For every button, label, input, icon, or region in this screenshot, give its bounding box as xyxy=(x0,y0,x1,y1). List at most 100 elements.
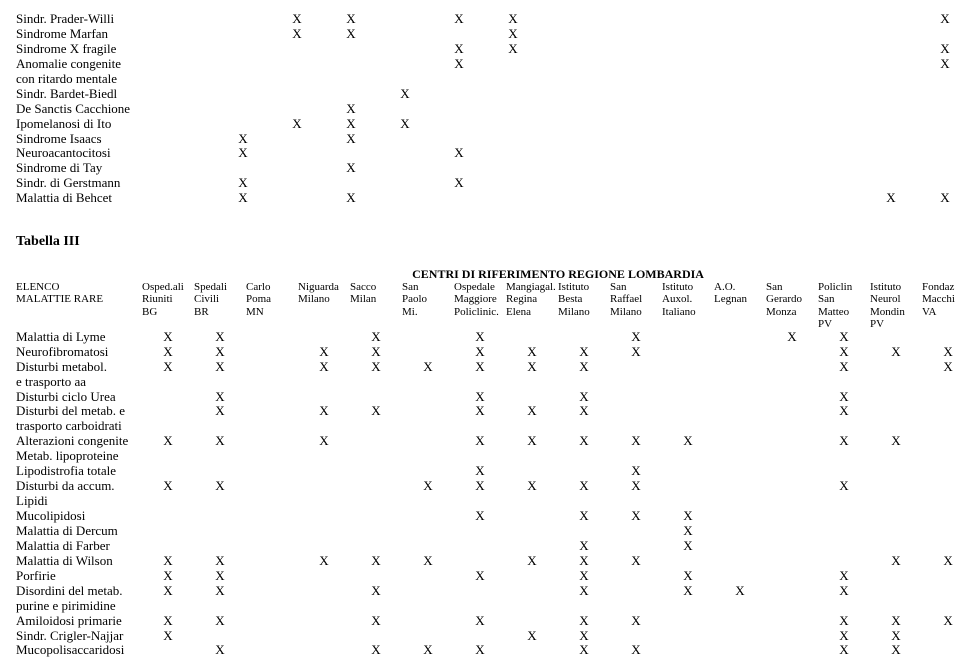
table-row: Lipidi xyxy=(16,494,960,509)
cell: X xyxy=(870,629,922,644)
cell xyxy=(298,390,350,405)
cell xyxy=(818,449,870,464)
cell xyxy=(454,539,506,554)
table-row: Malattia di DercumX xyxy=(16,524,960,539)
row-label: Disturbi ciclo Urea xyxy=(16,390,142,405)
cell xyxy=(298,584,350,599)
cell: X xyxy=(142,479,194,494)
cell xyxy=(864,87,918,102)
table-row: Alterazioni congeniteXXXXXXXXXX xyxy=(16,434,960,449)
column-header: OspedaleMaggiorePoliclinic. xyxy=(454,281,506,329)
column-header: NiguardaMilano xyxy=(298,281,350,329)
cell: X xyxy=(454,479,506,494)
cell xyxy=(648,72,702,87)
cell xyxy=(922,539,960,554)
cell xyxy=(648,102,702,117)
cell xyxy=(246,614,298,629)
cell xyxy=(870,375,922,390)
cell xyxy=(756,42,810,57)
cell xyxy=(922,390,960,405)
table-row: trasporto carboidrati xyxy=(16,419,960,434)
cell: X xyxy=(818,330,870,345)
table-row: Sindr. Crigler-NajjarXXXXX xyxy=(16,629,960,644)
cell xyxy=(662,494,714,509)
cell xyxy=(486,146,540,161)
cell xyxy=(454,524,506,539)
cell xyxy=(270,102,324,117)
table-row: Disturbi da accum.XXXXXXXX xyxy=(16,479,960,494)
cell xyxy=(324,72,378,87)
cell: X xyxy=(142,345,194,360)
cell xyxy=(540,132,594,147)
cell xyxy=(270,87,324,102)
cell: X xyxy=(486,42,540,57)
centri-title: CENTRI DI RIFERIMENTO REGIONE LOMBARDIA xyxy=(412,267,704,281)
cell xyxy=(810,132,864,147)
cell xyxy=(506,599,558,614)
cell: X xyxy=(194,569,246,584)
cell xyxy=(756,12,810,27)
cell: X xyxy=(432,146,486,161)
cell xyxy=(298,419,350,434)
cell xyxy=(714,629,766,644)
cell xyxy=(216,161,270,176)
cell xyxy=(270,191,324,206)
column-header: A.O.Legnan xyxy=(714,281,766,329)
cell xyxy=(766,599,818,614)
cell xyxy=(766,524,818,539)
column-header: FondazMacchiVA xyxy=(922,281,960,329)
cell xyxy=(324,57,378,72)
cell: X xyxy=(558,404,610,419)
cell: X xyxy=(558,539,610,554)
cell xyxy=(246,375,298,390)
cell: X xyxy=(922,614,960,629)
cell xyxy=(818,419,870,434)
cell: X xyxy=(454,390,506,405)
row-label: Sindrome X fragile xyxy=(16,42,162,57)
cell xyxy=(810,42,864,57)
cell xyxy=(922,524,960,539)
cell: X xyxy=(142,434,194,449)
cell: X xyxy=(558,554,610,569)
cell xyxy=(162,12,216,27)
cell xyxy=(402,614,454,629)
cell: X xyxy=(818,360,870,375)
cell xyxy=(432,72,486,87)
cell: X xyxy=(610,345,662,360)
cell: X xyxy=(324,12,378,27)
cell xyxy=(558,524,610,539)
cell xyxy=(648,146,702,161)
cell xyxy=(142,375,194,390)
cell xyxy=(378,161,432,176)
row-label: Ipomelanosi di Ito xyxy=(16,117,162,132)
cell xyxy=(870,390,922,405)
row-label: Disturbi da accum. xyxy=(16,479,142,494)
cell xyxy=(402,404,454,419)
cell xyxy=(766,434,818,449)
cell: X xyxy=(818,390,870,405)
cell xyxy=(486,161,540,176)
cell xyxy=(870,539,922,554)
cell xyxy=(142,599,194,614)
cell xyxy=(756,72,810,87)
cell xyxy=(870,584,922,599)
cell xyxy=(714,509,766,524)
cell xyxy=(246,599,298,614)
cell xyxy=(714,614,766,629)
cell xyxy=(506,390,558,405)
cell xyxy=(870,479,922,494)
cell xyxy=(558,464,610,479)
row-label: Metab. lipoproteine xyxy=(16,449,142,464)
cell xyxy=(702,191,756,206)
cell xyxy=(918,87,960,102)
cell xyxy=(246,569,298,584)
cell xyxy=(648,132,702,147)
cell xyxy=(270,176,324,191)
cell xyxy=(506,569,558,584)
column-header: SanGerardoMonza xyxy=(766,281,818,329)
cell xyxy=(162,117,216,132)
cell xyxy=(714,360,766,375)
cell: X xyxy=(454,330,506,345)
table-row: Malattia di WilsonXXXXXXXXXX xyxy=(16,554,960,569)
cell: X xyxy=(454,345,506,360)
